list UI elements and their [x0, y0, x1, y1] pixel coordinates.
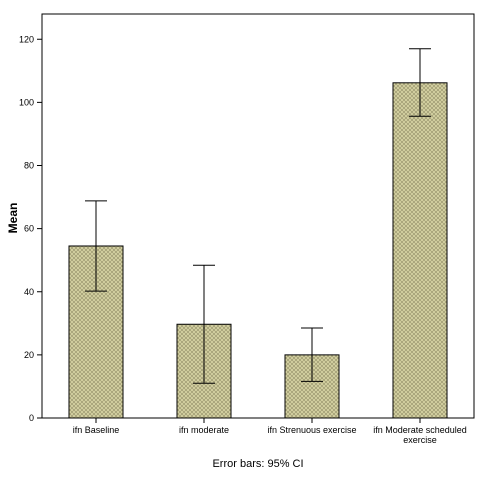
x-tick-label: ifn Baseline [73, 425, 120, 435]
bar [392, 82, 448, 419]
x-axis: ifn Baseline ifn moderate ifn Strenuous ex… [73, 418, 467, 445]
chart-footnote: Error bars: 95% CI [212, 458, 303, 470]
x-tick-label: ifn Moderate scheduled exercise [373, 425, 467, 445]
bars [68, 48, 448, 419]
y-tick-label: 60 [24, 224, 34, 234]
y-tick-label: 100 [19, 97, 34, 107]
plot-frame [41, 13, 475, 419]
y-tick-label: 0 [29, 413, 34, 423]
y-tick-label: 80 [24, 161, 34, 171]
x-tick-label: ifn moderate [179, 425, 229, 435]
y-axis: 0 20 40 60 80 100 120 [19, 34, 42, 423]
y-axis-label: Mean [6, 203, 20, 234]
y-tick-label: 120 [19, 34, 34, 44]
y-tick-label: 40 [24, 287, 34, 297]
y-tick-label: 20 [24, 350, 34, 360]
x-tick-label: ifn Strenuous exercise [267, 425, 356, 435]
